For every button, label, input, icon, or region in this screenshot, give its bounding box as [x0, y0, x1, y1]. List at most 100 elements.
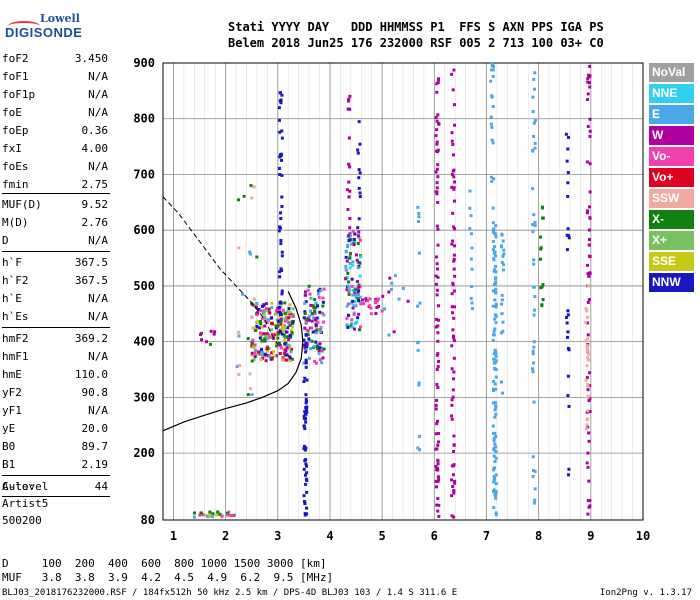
echo-point: [437, 440, 441, 444]
echo-point: [252, 346, 256, 350]
echo-point: [278, 99, 282, 103]
echo-point: [309, 296, 313, 300]
echo-point: [287, 354, 291, 358]
x-tick-label: 1: [170, 529, 177, 543]
echo-point: [531, 367, 535, 371]
echo-point: [305, 345, 309, 349]
echo-point: [452, 316, 456, 320]
echo-point: [289, 323, 293, 327]
param-label: yE: [2, 422, 16, 435]
echo-point: [315, 331, 319, 335]
echo-point: [348, 216, 352, 220]
echo-point: [585, 349, 589, 353]
echo-point: [303, 459, 307, 463]
echo-point: [289, 314, 293, 318]
echo-point: [453, 227, 457, 231]
profile-curve: [162, 291, 304, 432]
echo-point: [492, 251, 496, 255]
echo-point: [585, 376, 589, 380]
echo-point: [287, 337, 291, 341]
echo-point: [453, 481, 457, 485]
echo-point: [357, 299, 361, 303]
echo-point: [237, 246, 241, 250]
echo-point: [434, 170, 438, 174]
echo-point: [359, 255, 363, 259]
echo-point: [533, 498, 537, 502]
echo-point: [317, 296, 321, 300]
echo-point: [257, 320, 261, 324]
echo-point: [435, 382, 439, 386]
echo-point: [435, 466, 439, 470]
echo-point: [452, 334, 456, 338]
echo-point: [305, 328, 309, 332]
echo-point: [494, 387, 498, 391]
echo-point: [304, 350, 308, 354]
echo-point: [266, 353, 270, 357]
echo-point: [468, 206, 472, 210]
echo-point: [314, 324, 318, 328]
echo-point: [469, 232, 473, 236]
echo-point: [305, 318, 309, 322]
param-label: M(D): [2, 216, 29, 229]
echo-point: [353, 300, 357, 304]
echo-point: [304, 333, 308, 337]
param-row: h`E N/A: [2, 292, 108, 307]
echo-point: [436, 331, 440, 335]
echo-point: [279, 319, 283, 323]
param-value: 367.5: [74, 256, 108, 269]
echo-point: [357, 285, 361, 289]
echo-point: [493, 494, 497, 498]
echo-point: [283, 317, 287, 321]
echo-point: [451, 281, 455, 285]
echo-point: [586, 388, 590, 392]
echo-point: [437, 359, 441, 363]
echo-point: [322, 313, 326, 317]
echo-point: [451, 328, 455, 332]
echo-point: [533, 224, 537, 228]
echo-point: [500, 298, 504, 302]
echo-point: [270, 301, 274, 305]
echo-point: [311, 330, 315, 334]
echo-point: [351, 293, 355, 297]
echo-point: [452, 489, 456, 493]
param-label: foE: [2, 106, 22, 119]
echo-point: [450, 414, 454, 418]
echo-point: [302, 338, 306, 342]
echo-point: [255, 320, 259, 324]
echo-point: [436, 200, 440, 204]
echo-point: [392, 330, 396, 334]
echo-point: [304, 416, 308, 420]
echo-point: [280, 269, 284, 273]
echo-point: [303, 501, 307, 505]
echo-point: [345, 323, 349, 327]
echo-point: [540, 285, 544, 289]
echo-point: [231, 513, 235, 517]
echo-point: [285, 343, 289, 347]
echo-point: [318, 310, 322, 314]
echo-point: [278, 91, 282, 95]
param-value: 44: [94, 480, 108, 493]
echo-point: [280, 136, 284, 140]
echo-point: [567, 135, 571, 139]
echo-point: [436, 304, 440, 308]
echo-point: [267, 307, 271, 311]
echo-point: [356, 234, 360, 238]
auto-code: 500200: [2, 514, 42, 527]
param-row: yF1 N/A: [2, 404, 108, 419]
echo-point: [452, 449, 456, 453]
echo-point: [215, 511, 219, 515]
echo-point: [532, 87, 536, 91]
echo-point: [469, 296, 473, 300]
echo-point: [358, 325, 362, 329]
echo-point: [406, 299, 410, 303]
echo-point: [567, 234, 571, 238]
echo-point: [491, 221, 495, 225]
echo-point: [274, 324, 278, 328]
echo-point: [284, 353, 288, 357]
echo-point: [258, 336, 262, 340]
echo-point: [451, 142, 455, 146]
echo-point: [259, 358, 263, 362]
echo-point: [417, 220, 421, 224]
echo-point: [588, 238, 592, 242]
echo-point: [304, 397, 308, 401]
